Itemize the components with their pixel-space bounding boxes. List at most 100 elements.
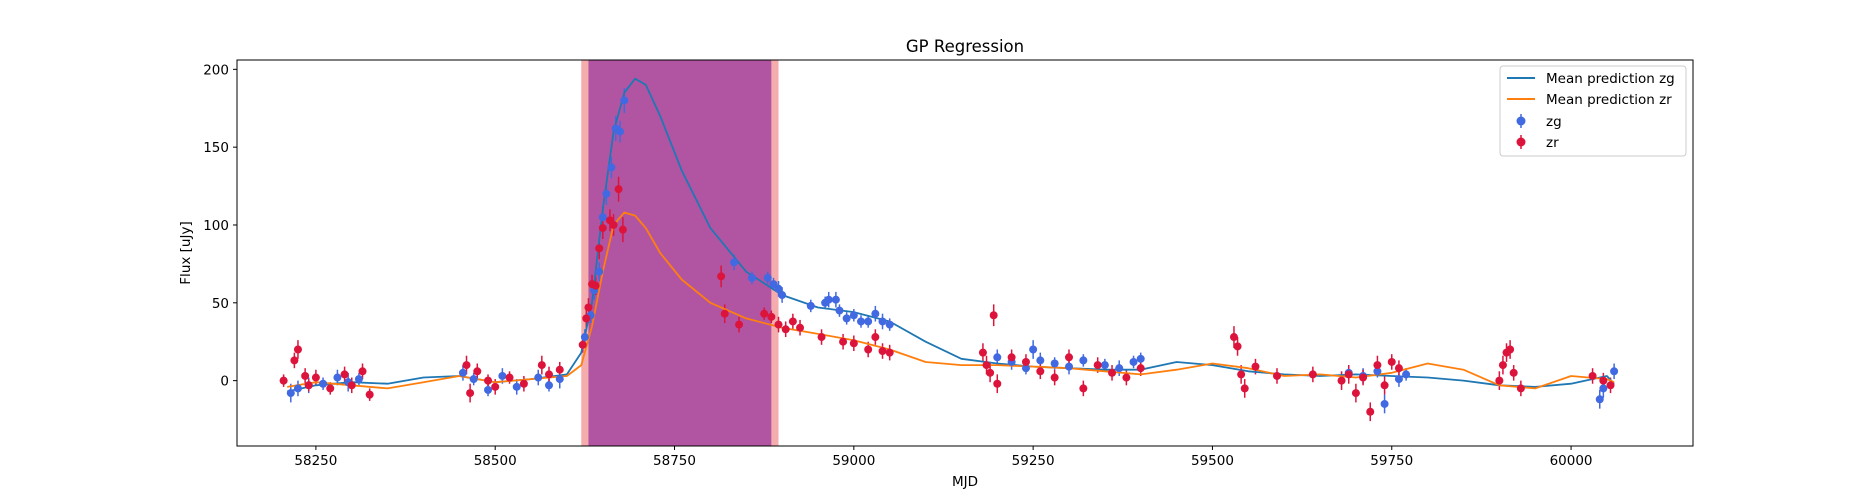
point-zr	[1599, 376, 1608, 385]
point-zr	[462, 361, 471, 370]
point-zr	[1007, 353, 1016, 362]
x-tick-label: 58250	[294, 453, 337, 469]
shaded-region-1	[588, 60, 772, 446]
point-zg	[871, 309, 880, 318]
point-zr	[301, 371, 310, 380]
point-zr	[1498, 361, 1507, 370]
point-zr	[978, 348, 987, 357]
point-zr	[871, 333, 880, 342]
point-zr	[519, 379, 528, 388]
point-zg	[1402, 370, 1411, 379]
point-zr	[347, 381, 356, 390]
point-zg	[458, 368, 467, 377]
point-zr	[1065, 353, 1073, 362]
point-zr	[614, 185, 623, 194]
point-zr	[717, 272, 726, 281]
point-zr	[1366, 407, 1375, 416]
point-zr	[1251, 362, 1260, 371]
point-zg	[1100, 361, 1109, 370]
point-zr	[1509, 368, 1518, 377]
point-zr	[767, 312, 776, 321]
point-zr	[1359, 373, 1368, 382]
point-zg	[730, 258, 739, 267]
point-zg	[831, 295, 840, 304]
point-zr	[1122, 373, 1131, 382]
point-zr	[537, 361, 546, 370]
point-zg	[595, 267, 604, 276]
point-zr	[555, 365, 564, 374]
point-zr	[989, 311, 998, 320]
point-zg	[1373, 367, 1382, 376]
point-zr	[885, 348, 894, 357]
point-zg	[1380, 399, 1389, 408]
point-zg	[1136, 354, 1145, 363]
line-mean-prediction-zr	[287, 211, 1615, 390]
chart-title: GP Regression	[906, 37, 1024, 56]
point-zr	[290, 356, 299, 365]
point-zr	[982, 361, 991, 370]
point-zr	[473, 367, 482, 376]
point-zr	[986, 368, 995, 377]
point-zr	[1050, 373, 1059, 382]
point-zr	[1108, 368, 1117, 377]
point-zr	[1079, 384, 1088, 393]
point-zg	[857, 317, 865, 326]
point-zg	[498, 371, 507, 380]
y-tick-label: 200	[203, 62, 229, 78]
point-zr	[1233, 342, 1242, 351]
y-axis-label: Flux [uJy]	[178, 221, 194, 284]
point-zr	[365, 390, 374, 399]
point-zg	[747, 273, 756, 282]
point-zr	[864, 345, 873, 354]
legend-marker-zg	[1516, 116, 1526, 126]
x-tick-label: 58500	[474, 453, 517, 469]
point-zr	[1373, 361, 1382, 370]
line-mean-prediction-zg	[287, 77, 1615, 393]
point-zr	[735, 320, 744, 329]
shaded-regions	[581, 60, 779, 446]
point-zg	[286, 389, 295, 398]
point-zr	[1229, 333, 1238, 342]
point-zg	[1029, 345, 1038, 354]
point-zr	[993, 379, 1002, 388]
error-bars	[282, 88, 1615, 422]
point-zr	[584, 303, 593, 312]
point-zg	[1021, 364, 1030, 373]
point-zg	[512, 382, 521, 391]
point-zr	[1506, 345, 1515, 354]
x-tick-label: 59500	[1191, 453, 1234, 469]
point-zg	[835, 306, 844, 315]
y-tick-label: 0	[220, 374, 229, 390]
y-tick-label: 50	[212, 296, 229, 312]
point-zg	[607, 163, 616, 172]
point-zr	[1240, 384, 1249, 393]
point-zr	[1308, 370, 1317, 379]
point-zr	[358, 367, 367, 376]
x-axis-label: MJD	[952, 474, 978, 490]
point-zr	[1237, 370, 1246, 379]
y-tick-label: 150	[203, 140, 229, 156]
point-zg	[774, 284, 783, 293]
y-axis-ticks: 0 50 100 150 200	[203, 62, 237, 390]
x-tick-label: 59250	[1012, 453, 1055, 469]
point-zg	[1065, 362, 1073, 371]
legend-label-zr-prediction: Mean prediction zr	[1546, 92, 1672, 108]
point-zg	[484, 385, 493, 394]
point-zr	[849, 339, 858, 348]
point-zr	[1036, 367, 1045, 376]
x-axis-ticks: 58250 58500 58750 59000 59250 59500 59750 60000	[294, 446, 1593, 469]
point-zg	[555, 375, 564, 384]
point-zg	[849, 311, 858, 320]
point-zr	[878, 347, 887, 356]
point-zg	[333, 373, 342, 382]
point-zg	[824, 295, 833, 304]
legend: Mean prediction zg Mean prediction zr zg…	[1499, 65, 1687, 157]
point-zg	[580, 333, 589, 342]
point-zg	[620, 96, 629, 105]
point-zg	[778, 291, 787, 300]
point-zg	[293, 384, 302, 393]
point-zg	[842, 314, 851, 323]
point-zr	[340, 370, 349, 379]
legend-label-zg: zg	[1546, 114, 1562, 130]
point-zg	[602, 189, 611, 198]
